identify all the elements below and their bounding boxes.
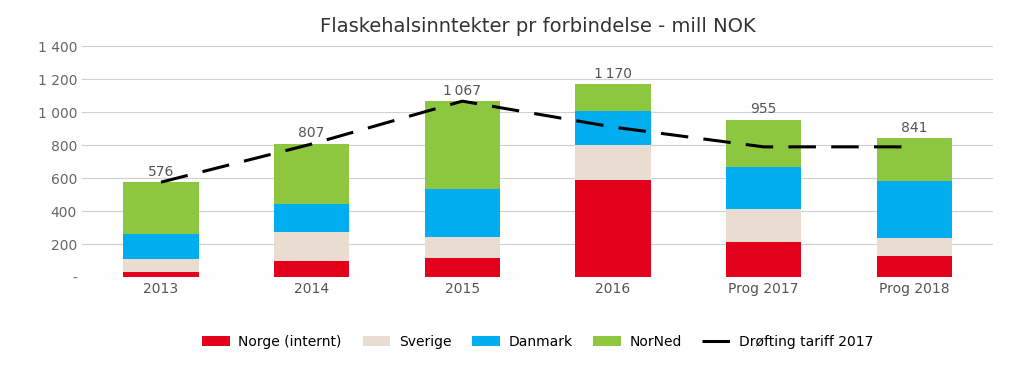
Bar [274, 232, 349, 261]
Bar [726, 120, 801, 167]
Title: Flaskehalsinntekter pr forbindelse - mill NOK: Flaskehalsinntekter pr forbindelse - mil… [319, 17, 756, 36]
Bar [123, 182, 199, 234]
Bar [274, 261, 349, 277]
Bar [123, 234, 199, 259]
Text: 955: 955 [751, 102, 777, 116]
Bar [425, 101, 500, 189]
Text: 841: 841 [901, 121, 928, 135]
Bar [575, 84, 650, 110]
Text: 1 170: 1 170 [594, 67, 632, 80]
Text: 807: 807 [298, 126, 325, 141]
Bar [726, 209, 801, 242]
Bar [877, 139, 952, 181]
Bar [726, 242, 801, 277]
Bar [877, 181, 952, 238]
Text: 576: 576 [147, 164, 174, 179]
Bar [575, 180, 650, 277]
Bar [877, 256, 952, 277]
Bar [274, 204, 349, 232]
Bar [425, 189, 500, 237]
Text: 1 067: 1 067 [443, 84, 481, 97]
Bar [726, 167, 801, 209]
Bar [877, 238, 952, 256]
Bar [425, 258, 500, 277]
Bar [274, 144, 349, 204]
Bar [123, 272, 199, 277]
Bar [123, 259, 199, 272]
Legend: Norge (internt), Sverige, Danmark, NorNed, Drøfting tariff 2017: Norge (internt), Sverige, Danmark, NorNe… [203, 335, 872, 349]
Bar [575, 145, 650, 180]
Bar [575, 110, 650, 145]
Bar [425, 237, 500, 258]
